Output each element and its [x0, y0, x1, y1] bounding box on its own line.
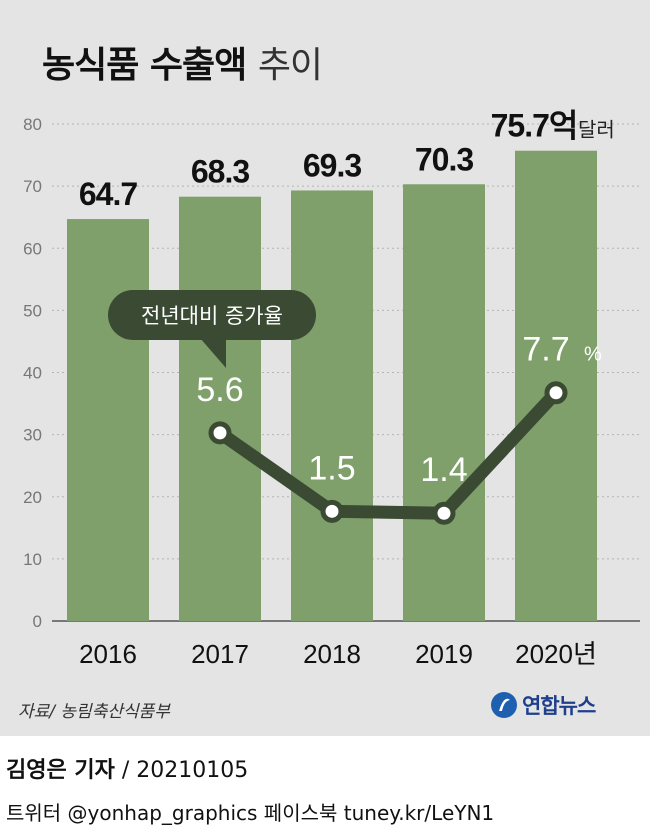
growth-value-label: 1.5 [308, 449, 355, 487]
x-category-label: 2019 [415, 639, 473, 669]
x-category-label: 2016 [79, 639, 137, 669]
x-axis-labels: 2016 2017 2018 2019 2020년 [79, 639, 597, 669]
bar [67, 219, 149, 621]
bar-value-label: 75.7억 [491, 108, 578, 144]
bar [403, 184, 485, 622]
yonhap-emblem-icon [491, 692, 517, 718]
x-category-label: 2020년 [515, 639, 597, 669]
growth-value-label: 7.7 [522, 331, 569, 369]
title-main: 농식품 수출액 [42, 45, 247, 86]
bar-value-label: 69.3 [303, 147, 361, 183]
bar-value-label: 68.3 [191, 154, 249, 190]
y-tick-label: 50 [23, 301, 42, 320]
value-unit-label: 달러 [578, 118, 615, 142]
bar [291, 190, 373, 621]
growth-line-path [213, 386, 563, 520]
growth-point [432, 501, 456, 525]
bar-value-label: 70.3 [415, 141, 473, 177]
x-category-label: 2018 [303, 639, 361, 669]
y-tick-label: 40 [23, 364, 42, 383]
bar [179, 196, 261, 621]
y-tick-label: 0 [33, 612, 42, 631]
growth-point [544, 381, 568, 405]
logo-text: 연합뉴스 [522, 694, 596, 718]
bar-value-labels: 64.7 68.3 69.3 70.3 75.7억 달러 [79, 108, 615, 212]
y-tick-label: 20 [23, 488, 42, 507]
title-sub: 추이 [257, 45, 323, 86]
yonhap-logo: 연합뉴스 [490, 690, 596, 720]
source-note: 자료/ 농림축산식품부 [18, 702, 170, 722]
chart-title: 농식품 수출액 추이 [42, 36, 323, 88]
bars [67, 150, 597, 622]
callout-label: 전년대비 증가율 [141, 304, 283, 328]
y-tick-label: 30 [23, 426, 42, 445]
growth-point [208, 421, 232, 445]
y-tick-label: 80 [23, 115, 42, 134]
callout-pointer [200, 338, 226, 368]
growth-callout: 전년대비 증가율 [108, 290, 316, 368]
credit-line: 김영은 기자 / 20210105 [6, 752, 248, 784]
x-category-label: 2017 [191, 639, 249, 669]
reporter-name: 김영은 기자 [6, 758, 115, 783]
y-tick-label: 60 [23, 239, 42, 258]
social-links: 트위터 @yonhap_graphics 페이스북 tuney.kr/LeYN1 [6, 801, 495, 825]
callout-bubble [108, 290, 316, 340]
y-axis-ticks: 0 10 20 30 40 50 60 70 80 [23, 115, 42, 631]
y-tick-label: 10 [23, 550, 42, 569]
y-tick-label: 70 [23, 177, 42, 196]
growth-point [320, 499, 344, 523]
bar-value-label: 64.7 [79, 176, 137, 212]
growth-value-label: 1.4 [420, 451, 467, 489]
growth-value-label: 5.6 [196, 371, 243, 409]
growth-line: 5.6 1.5 1.4 7.7% [196, 331, 602, 525]
growth-unit-label: % [584, 344, 602, 366]
credit-date: / 20210105 [121, 758, 249, 783]
